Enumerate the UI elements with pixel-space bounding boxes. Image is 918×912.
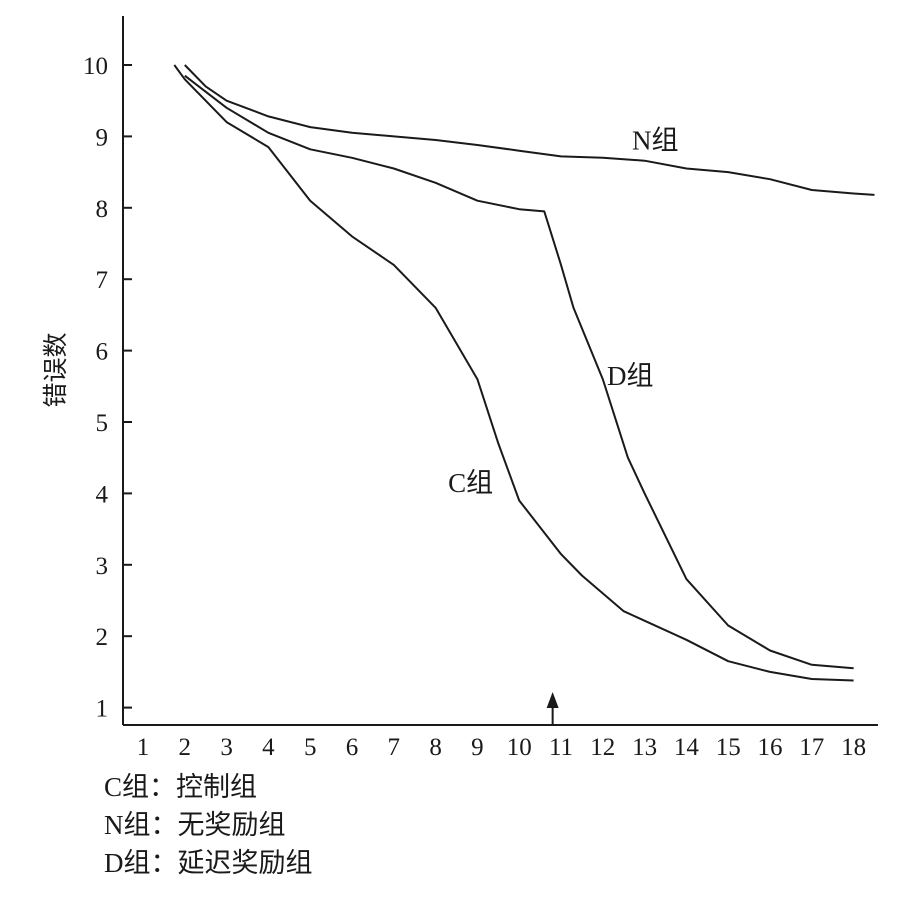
x-tick-label: 12 [590,734,615,761]
y-tick-label: 5 [96,410,109,437]
x-tick-label: 13 [632,734,657,761]
arrow-head [546,692,559,708]
x-tick-label: 17 [799,734,824,761]
x-tick-label: 9 [471,734,484,761]
y-tick-label: 3 [96,553,109,580]
legend-entry-d: D组：延迟奖励组 [104,844,313,882]
y-tick-label: 6 [96,339,109,366]
series-label: D组 [607,361,654,391]
x-tick-label: 10 [507,734,532,761]
x-tick-label: 6 [346,734,359,761]
legend-sep: ： [150,810,178,840]
x-tick-label: 1 [137,734,150,761]
x-tick-label: 16 [758,734,783,761]
series-line-n [184,64,875,196]
y-tick-label: 7 [96,267,109,294]
arrow-marker [546,692,559,725]
series-label: N组 [632,125,679,155]
series-labels: N组 D组 C组 [448,125,678,498]
x-tick-labels: 1 2 3 4 5 6 7 8 9 10 11 12 13 14 15 16 17 18 [137,734,866,761]
legend-sep: ： [149,772,177,802]
x-tick-label: 4 [262,734,275,761]
x-tick-label: 14 [674,734,700,761]
legend-code: C组 [104,772,150,802]
legend-sep: ： [150,848,178,878]
y-tick-labels: 1 2 3 4 5 6 7 8 9 10 [83,53,109,723]
x-tick-label: 3 [220,734,233,761]
y-tick-label: 9 [96,124,109,151]
series-lines [173,64,875,682]
series-line-d [184,74,854,670]
x-tick-label: 11 [549,734,573,761]
y-axis-label: 错误数 [42,332,70,407]
x-tick-label: 7 [388,734,401,761]
x-tick-label: 8 [429,734,442,761]
y-tick-label: 1 [96,696,109,723]
legend-code: N组 [104,810,151,840]
y-tick-label: 2 [96,624,109,651]
legend: C组：控制组 N组：无奖励组 D组：延迟奖励组 [104,768,313,882]
legend-entry-c: C组：控制组 [104,768,313,806]
legend-desc: 控制组 [176,772,258,802]
x-tick-label: 5 [304,734,317,761]
legend-desc: 无奖励组 [177,810,286,840]
y-tick-label: 4 [96,481,109,508]
y-tick-label: 10 [83,53,108,80]
legend-code: D组 [104,848,151,878]
y-tick-label: 8 [96,196,109,223]
series-label: C组 [448,468,493,498]
axes [122,16,878,726]
legend-desc: 延迟奖励组 [177,848,313,878]
x-tick-label: 2 [179,734,192,761]
x-tick-label: 18 [841,734,866,761]
legend-entry-n: N组：无奖励组 [104,806,313,844]
series-line-c [173,64,854,682]
x-tick-label: 15 [716,734,741,761]
